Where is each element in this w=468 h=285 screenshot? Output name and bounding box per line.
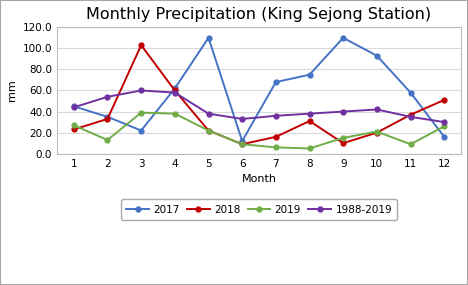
2019 <box>139 111 144 114</box>
2017 <box>408 91 413 94</box>
2017 <box>239 139 245 143</box>
2019 <box>307 147 312 150</box>
1988-2019 <box>71 106 77 109</box>
2019 <box>374 130 380 133</box>
2018 <box>105 117 110 121</box>
2019 <box>441 125 447 128</box>
Legend: 2017, 2018, 2019, 1988-2019: 2017, 2018, 2019, 1988-2019 <box>121 200 397 220</box>
2017 <box>340 36 346 40</box>
2019 <box>408 142 413 146</box>
1988-2019 <box>408 115 413 119</box>
2018 <box>71 128 77 131</box>
2017 <box>374 54 380 58</box>
2018 <box>273 135 278 139</box>
2019 <box>105 138 110 142</box>
Title: Monthly Precipitation (King Sejong Station): Monthly Precipitation (King Sejong Stati… <box>87 7 431 22</box>
2018 <box>307 119 312 123</box>
2017 <box>273 80 278 84</box>
2019 <box>206 129 212 132</box>
2018 <box>408 113 413 117</box>
2017 <box>71 105 77 108</box>
1988-2019 <box>307 112 312 115</box>
2019 <box>340 136 346 140</box>
2018 <box>206 129 212 132</box>
Line: 1988-2019: 1988-2019 <box>72 88 446 125</box>
2017 <box>206 36 212 40</box>
Line: 2018: 2018 <box>72 43 446 147</box>
2017 <box>441 135 447 139</box>
2018 <box>172 89 178 92</box>
1988-2019 <box>374 108 380 111</box>
2019 <box>71 124 77 127</box>
1988-2019 <box>206 112 212 115</box>
2017 <box>172 87 178 90</box>
2018 <box>239 142 245 146</box>
1988-2019 <box>105 95 110 99</box>
X-axis label: Month: Month <box>241 174 277 184</box>
2017 <box>307 73 312 76</box>
1988-2019 <box>441 120 447 124</box>
1988-2019 <box>139 89 144 92</box>
2018 <box>139 44 144 47</box>
1988-2019 <box>239 117 245 121</box>
Line: 2019: 2019 <box>72 110 446 151</box>
2019 <box>239 142 245 146</box>
1988-2019 <box>340 110 346 113</box>
2018 <box>340 141 346 145</box>
2018 <box>441 98 447 102</box>
Line: 2017: 2017 <box>72 35 446 143</box>
Y-axis label: mm: mm <box>7 80 17 101</box>
1988-2019 <box>273 114 278 117</box>
2019 <box>172 112 178 115</box>
2017 <box>105 115 110 119</box>
1988-2019 <box>172 91 178 94</box>
2017 <box>139 129 144 132</box>
2019 <box>273 146 278 149</box>
2018 <box>374 131 380 134</box>
